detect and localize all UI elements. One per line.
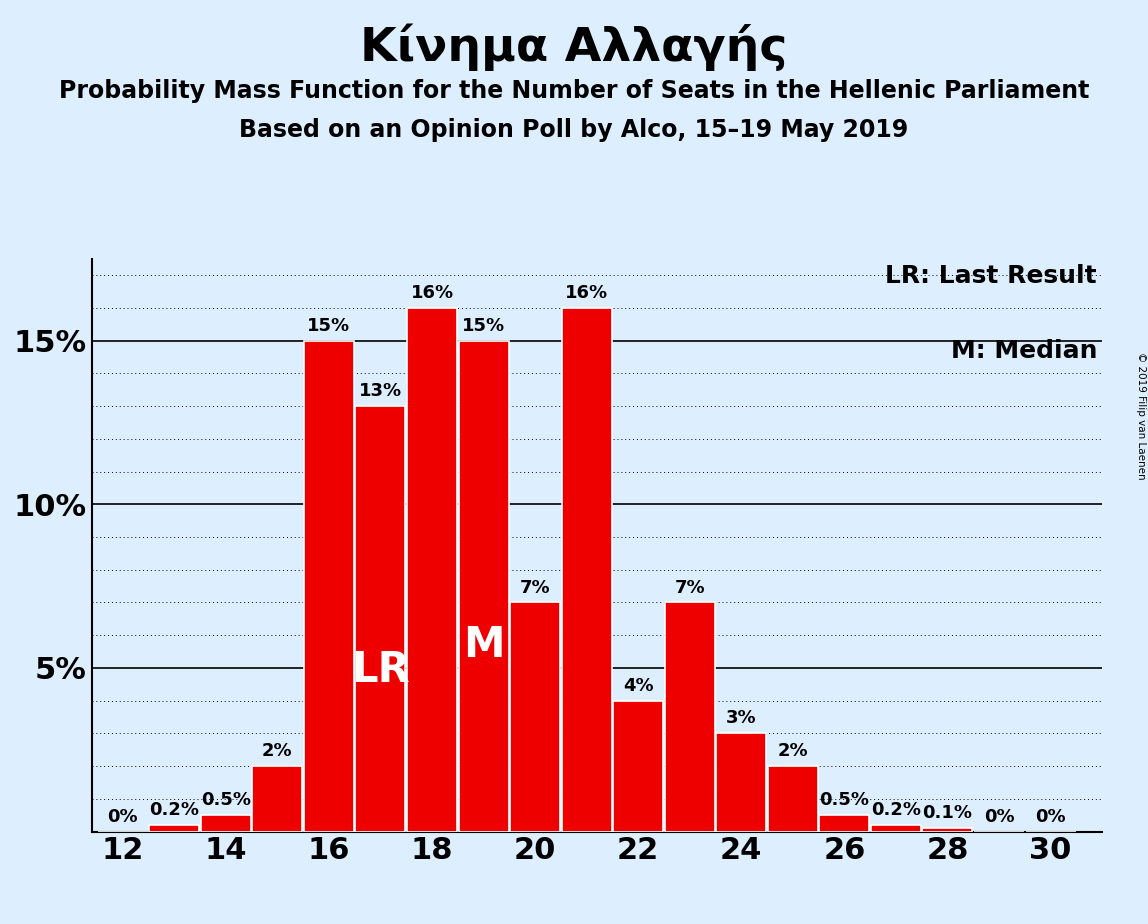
Text: 0%: 0% [984,808,1015,826]
Bar [510,602,560,832]
Text: 0.1%: 0.1% [923,805,972,822]
Text: 16%: 16% [411,284,453,302]
Bar [923,828,972,832]
Text: 2%: 2% [777,742,808,760]
Bar [458,341,509,832]
Bar [665,602,715,832]
Text: 0.5%: 0.5% [201,791,251,809]
Bar [561,308,612,832]
Text: © 2019 Filip van Laenen: © 2019 Filip van Laenen [1135,352,1146,480]
Text: 13%: 13% [359,383,402,400]
Text: Based on an Opinion Poll by Alco, 15–19 May 2019: Based on an Opinion Poll by Alco, 15–19 … [240,118,908,142]
Text: 7%: 7% [520,578,550,597]
Text: Κίνημα Αλλαγής: Κίνημα Αλλαγής [360,23,788,70]
Text: 4%: 4% [623,676,653,695]
Text: LR: Last Result: LR: Last Result [885,264,1097,288]
Bar [820,815,869,832]
Bar [201,815,251,832]
Text: LR: LR [351,649,410,691]
Text: Probability Mass Function for the Number of Seats in the Hellenic Parliament: Probability Mass Function for the Number… [59,79,1089,103]
Bar [356,406,405,832]
Text: 16%: 16% [565,284,608,302]
Text: 0.2%: 0.2% [149,801,200,820]
Bar [408,308,457,832]
Bar [149,825,200,832]
Text: 0%: 0% [108,808,138,826]
Text: 7%: 7% [674,578,705,597]
Bar [871,825,921,832]
Text: 15%: 15% [308,317,350,334]
Text: 2%: 2% [262,742,293,760]
Text: 15%: 15% [461,317,505,334]
Text: M: Median: M: Median [951,339,1097,363]
Text: 3%: 3% [726,710,757,727]
Bar [613,700,664,832]
Bar [253,766,302,832]
Bar [304,341,354,832]
Bar [768,766,817,832]
Text: 0%: 0% [1035,808,1065,826]
Text: 0.2%: 0.2% [871,801,921,820]
Text: M: M [463,624,504,666]
Text: 0.5%: 0.5% [820,791,869,809]
Bar [716,734,766,832]
